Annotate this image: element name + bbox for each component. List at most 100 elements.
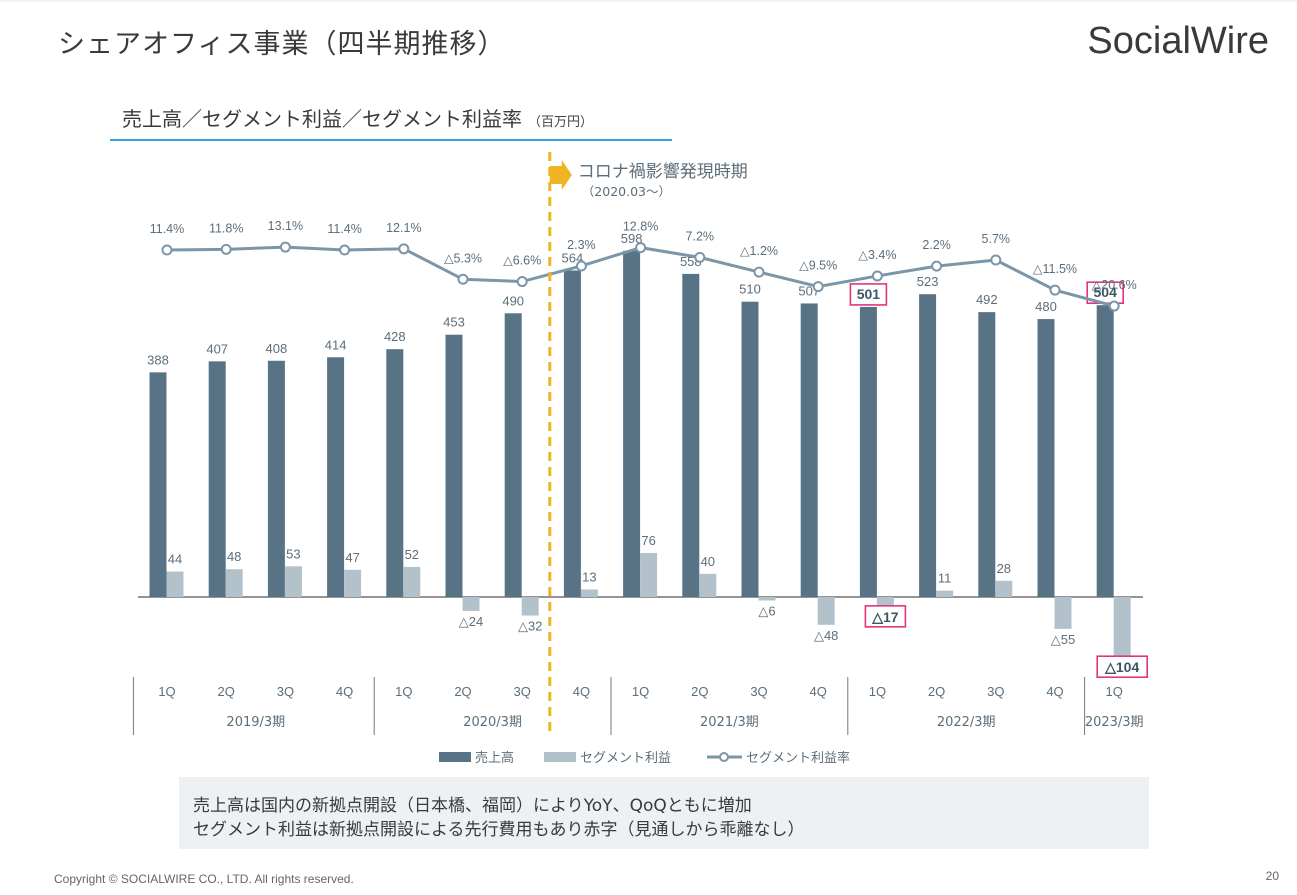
profit-rate-label: △9.5% — [799, 259, 837, 273]
segment-profit-bar — [758, 597, 776, 601]
sales-value-label: 407 — [206, 341, 228, 356]
profit-rate-label: 7.2% — [686, 229, 715, 243]
profit-rate-marker — [990, 254, 1002, 266]
page-title: シェアオフィス事業（四半期推移） — [58, 29, 506, 60]
profit-value-label: 47 — [345, 550, 359, 565]
copyright-text: Copyright © SOCIALWIRE CO., LTD. All rig… — [54, 872, 354, 886]
quarter-tick-label: 1Q — [158, 684, 175, 699]
profit-value-label: △48 — [814, 628, 838, 643]
sales-value-label: 480 — [1035, 299, 1057, 314]
sales-value-label: 501 — [857, 286, 881, 302]
sales-bar — [267, 360, 285, 597]
profit-value-label: △17 — [871, 609, 899, 625]
quarter-tick-label: 2Q — [218, 684, 235, 699]
profit-rate-label: 12.8% — [623, 220, 658, 234]
quarter-tick-label: 4Q — [810, 684, 827, 699]
legend-rate-marker — [719, 752, 729, 762]
segment-profit-bar — [521, 597, 539, 616]
segment-profit-bar — [225, 569, 243, 597]
fiscal-year-label: 2023/3期 — [1085, 715, 1144, 730]
segment-profit-bar — [995, 580, 1013, 597]
quarter-tick-label: 3Q — [514, 684, 531, 699]
profit-value-label: 76 — [641, 533, 655, 548]
sales-bar — [149, 372, 167, 597]
sales-value-label: 490 — [502, 293, 524, 308]
quarter-tick-label: 2Q — [691, 684, 708, 699]
profit-rate-marker — [161, 244, 173, 256]
profit-value-label: △24 — [459, 614, 483, 629]
profit-value-label: △32 — [518, 619, 542, 634]
quarter-tick-label: 3Q — [277, 684, 294, 699]
profit-rate-marker — [635, 242, 647, 254]
quarter-tick-label: 1Q — [395, 684, 412, 699]
profit-rate-marker — [457, 273, 469, 285]
sales-value-label: 414 — [325, 337, 347, 352]
sales-bar — [800, 303, 818, 597]
fiscal-year-label: 2021/3期 — [700, 715, 759, 730]
profit-rate-marker — [694, 251, 706, 263]
sales-value-label: 492 — [976, 292, 998, 307]
profit-value-label: 11 — [938, 571, 952, 586]
profit-rate-marker — [871, 270, 883, 282]
fiscal-year-label: 2020/3期 — [463, 715, 522, 730]
sales-bar — [445, 334, 463, 597]
profit-rate-label: 5.7% — [982, 232, 1011, 246]
profit-rate-marker — [398, 243, 410, 255]
segment-profit-bar — [699, 573, 717, 597]
sales-bar — [623, 250, 641, 597]
sales-bar — [563, 270, 581, 597]
segment-profit-bar — [344, 569, 362, 597]
profit-rate-label: 11.4% — [327, 222, 362, 236]
section-heading-text: 売上高／セグメント利益／セグメント利益率 — [122, 107, 522, 131]
sales-bar — [386, 349, 404, 597]
sales-value-label: 510 — [739, 282, 761, 297]
profit-rate-label: 13.1% — [268, 219, 303, 233]
profit-rate-marker — [753, 266, 765, 278]
quarter-tick-label: 1Q — [632, 684, 649, 699]
covid-annotation-subtext: （2020.03～） — [582, 184, 671, 199]
sales-value-label: 408 — [266, 341, 288, 356]
quarter-tick-label: 4Q — [1046, 684, 1063, 699]
profit-rate-marker — [1108, 300, 1120, 312]
segment-profit-bar — [640, 552, 658, 597]
profit-value-label: 40 — [701, 554, 715, 569]
section-underline — [110, 139, 672, 141]
segment-profit-bar — [580, 589, 598, 597]
profit-highlight-box — [1096, 655, 1148, 679]
profit-rate-label: △1.2% — [740, 244, 778, 258]
profit-rate-label: △3.4% — [858, 248, 896, 262]
profit-rate-marker — [516, 276, 528, 288]
profit-rate-label: 2.3% — [567, 238, 596, 252]
fiscal-year-label: 2022/3期 — [937, 715, 996, 730]
summary-line-2: セグメント利益は新拠点開設による先行費用もあり赤字（見通しから乖離なし） — [193, 820, 805, 840]
fiscal-year-label: 2019/3期 — [226, 715, 285, 730]
quarter-tick-label: 2Q — [454, 684, 471, 699]
sales-bar — [919, 294, 937, 597]
segment-profit-bar — [462, 597, 480, 611]
sales-bar — [1037, 319, 1055, 597]
profit-value-label: 13 — [582, 569, 596, 584]
summary-line-1: 売上高は国内の新拠点開設（日本橋、福岡）によりYoY、QoQともに増加 — [193, 796, 752, 816]
socialwire-logo: SocialWire — [1087, 20, 1269, 62]
quarter-tick-label: 1Q — [1106, 684, 1123, 699]
profit-value-label: △104 — [1104, 659, 1139, 675]
summary-box: 売上高は国内の新拠点開設（日本橋、福岡）によりYoY、QoQともに増加 セグメン… — [179, 777, 1149, 849]
profit-value-label: △6 — [758, 603, 775, 618]
sales-value-label: 388 — [147, 352, 169, 367]
sales-value-label: 453 — [443, 315, 465, 330]
sales-bar — [859, 306, 877, 597]
profit-rate-label: 12.1% — [386, 221, 421, 235]
covid-annotation-text: コロナ禍影響発現時期 — [578, 162, 748, 182]
profit-value-label: 52 — [405, 547, 419, 562]
section-unit: （百万円） — [528, 115, 594, 130]
sales-highlight-box — [849, 283, 888, 306]
sales-value-label: 564 — [562, 250, 584, 265]
profit-value-label: 53 — [286, 546, 300, 561]
profit-value-label: 48 — [227, 549, 241, 564]
covid-arrow-icon — [549, 160, 572, 190]
quarter-tick-label: 3Q — [987, 684, 1004, 699]
profit-rate-line — [166, 245, 1115, 308]
profit-value-label: △55 — [1051, 632, 1075, 647]
quarter-tick-label: 4Q — [336, 684, 353, 699]
